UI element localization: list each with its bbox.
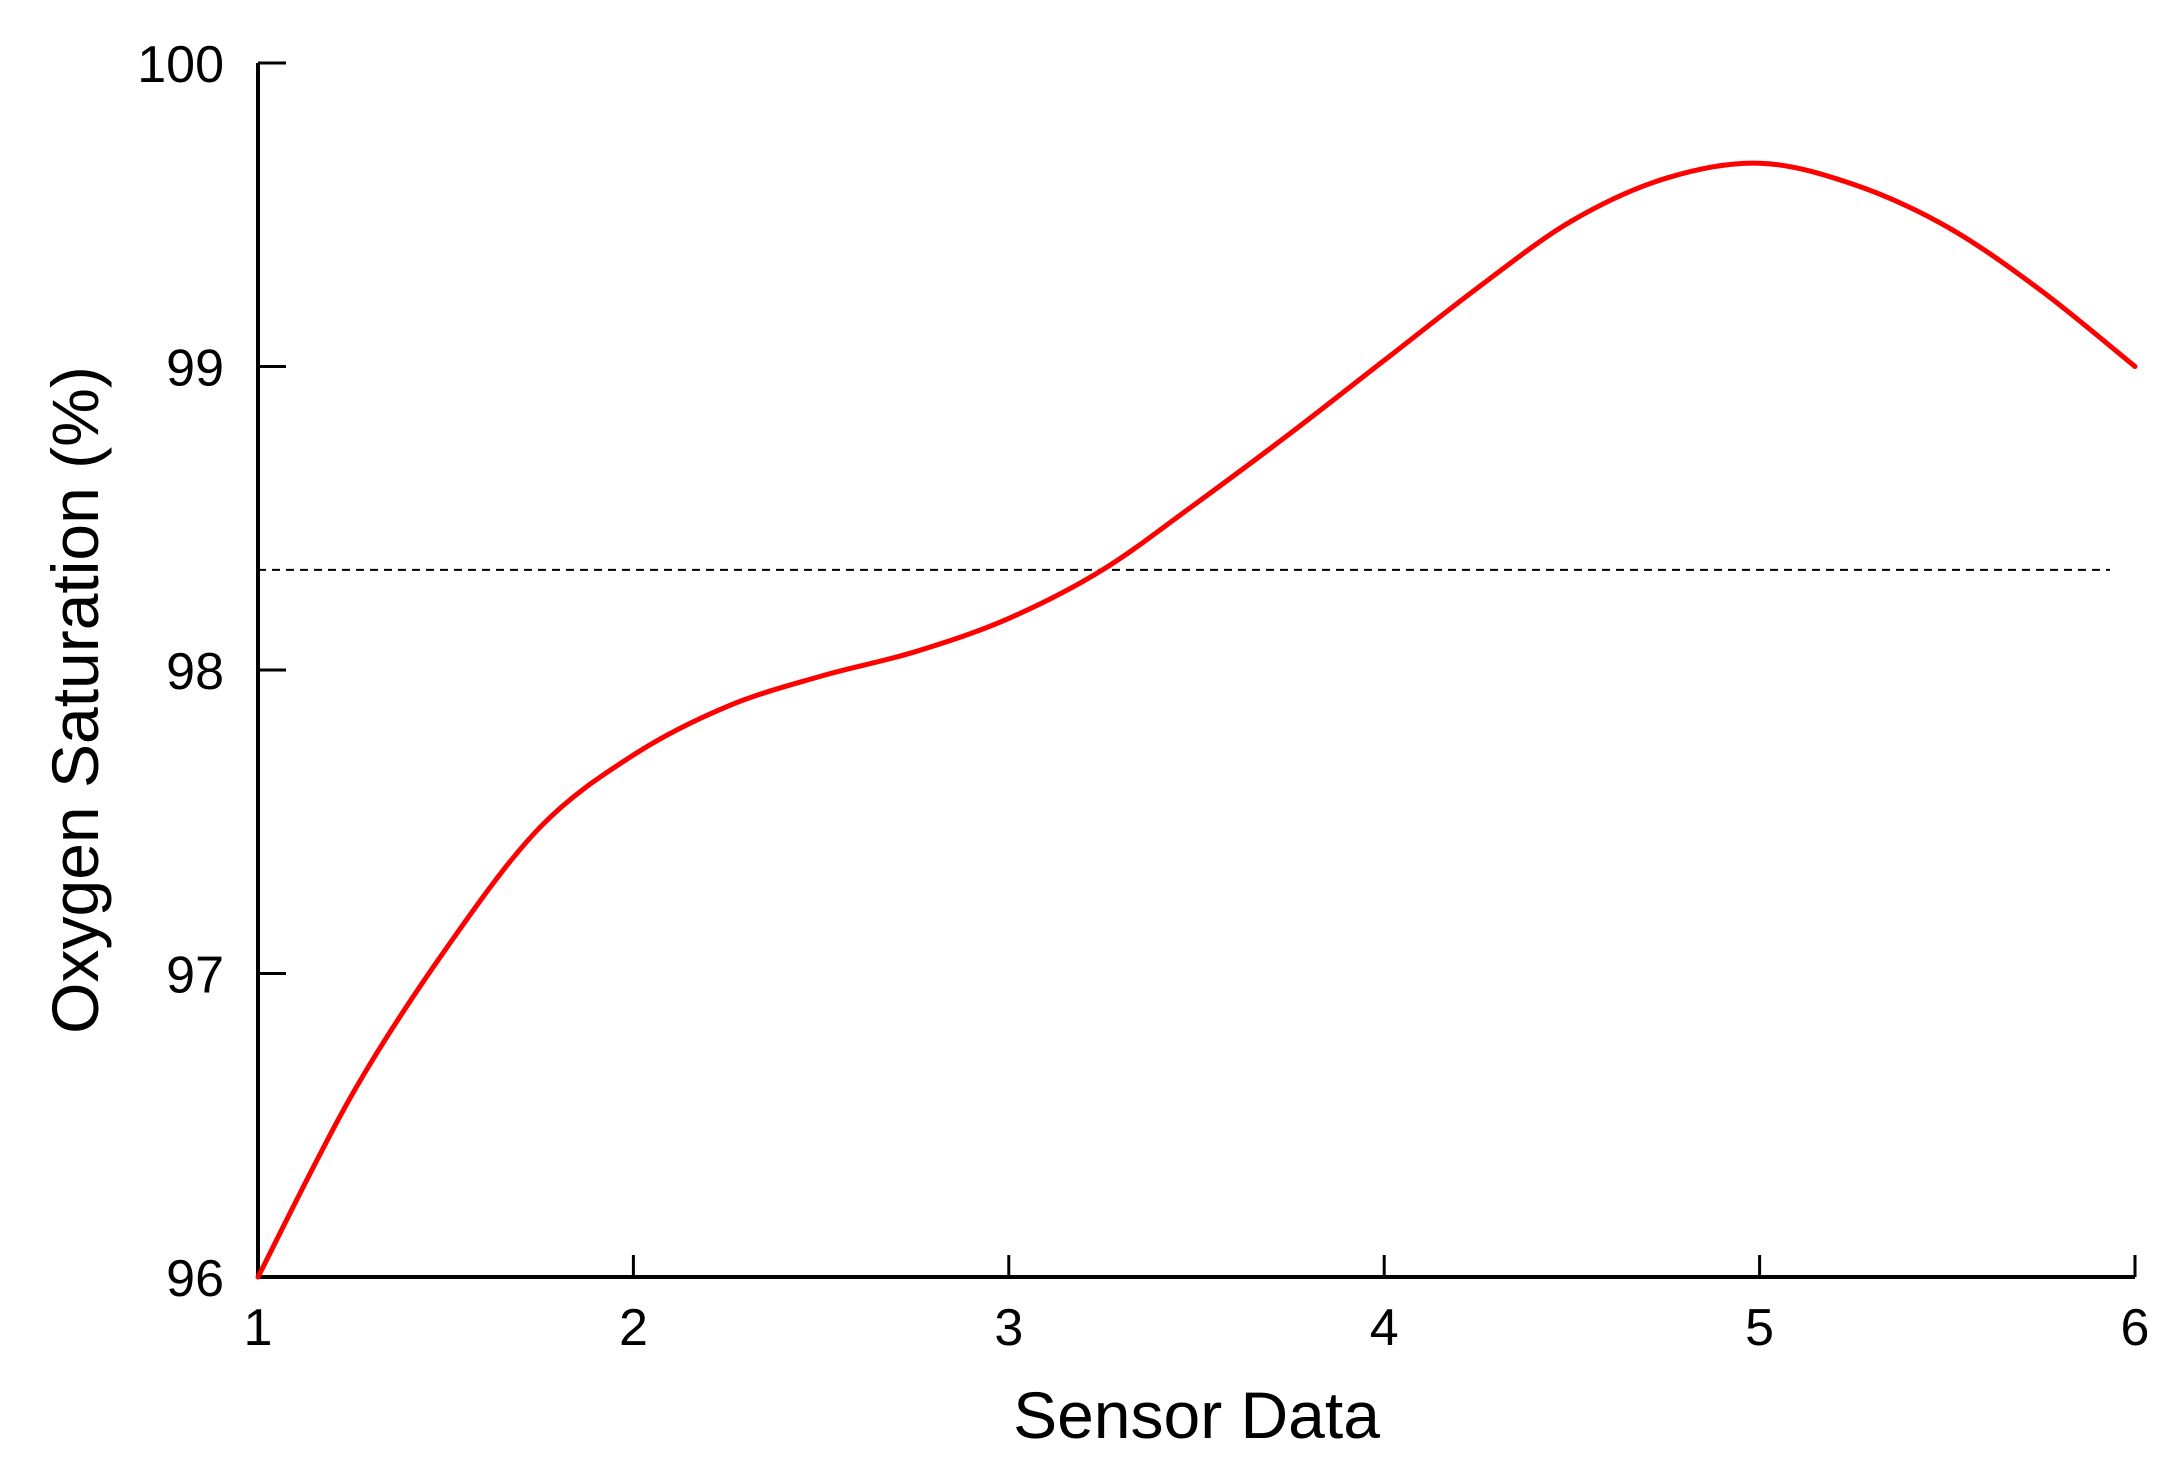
x-tick-label: 3 — [994, 1299, 1023, 1357]
series-line — [255, 160, 2138, 1280]
y-tick-label: 100 — [137, 36, 224, 94]
x-tick-label: 1 — [244, 1299, 273, 1357]
series-group — [255, 160, 2138, 1280]
y-tick-label: 96 — [166, 1250, 224, 1308]
x-tick-label: 2 — [619, 1299, 648, 1357]
x-tick-label: 6 — [2121, 1299, 2150, 1357]
y-tick-label: 97 — [166, 947, 224, 1005]
axes — [256, 61, 2137, 1279]
x-tick-label: 5 — [1745, 1299, 1774, 1357]
y-tick-label: 98 — [166, 643, 224, 701]
x-axis-title: Sensor Data — [1013, 1378, 1380, 1452]
y-axis-title: Oxygen Saturation (%) — [38, 366, 112, 1034]
y-tick-label: 99 — [166, 340, 224, 398]
x-tick-label: 4 — [1370, 1299, 1399, 1357]
tick-labels: 1 2 3 4 5 6 96 97 98 99 100 — [137, 36, 2149, 1357]
